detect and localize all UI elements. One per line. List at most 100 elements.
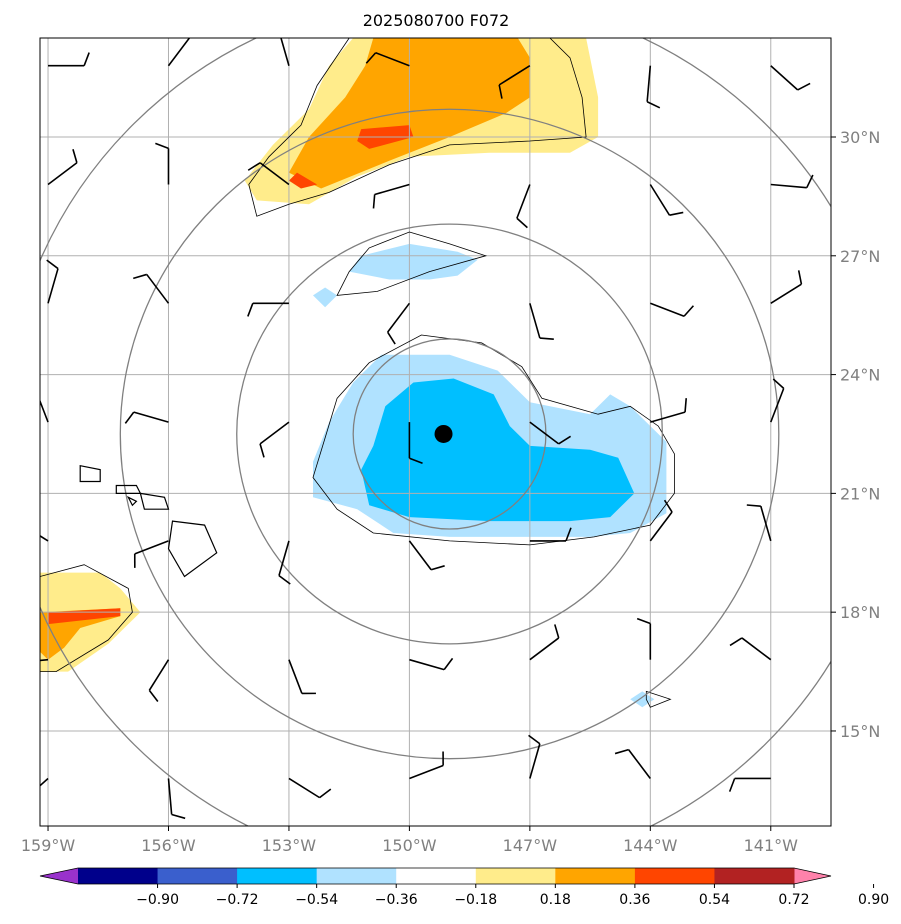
wind-barb-12: [649, 184, 684, 216]
colorbar: −0.90 −0.72 −0.54 −0.36 −0.18 0.18 0.36 0.54 0.7…: [39, 867, 889, 908]
wind-barb-34: [746, 504, 772, 542]
colorbar-swatch-2: [237, 868, 318, 884]
wind-barb-45: [409, 751, 444, 780]
x-axis-ticks: 159°W 156°W 153°W 150°W 147°W 144°W 141°W: [21, 826, 798, 855]
map-frame: [39, 37, 832, 827]
wind-barb-5: [646, 65, 661, 109]
colorbar-swatch-3: [316, 868, 397, 884]
wind-barb-35: [40, 658, 49, 662]
colorbar-swatch-7: [634, 868, 715, 884]
wind-barb-28: [40, 534, 49, 542]
wind-barb-41: [729, 637, 772, 661]
colorbar-swatch-4: [396, 868, 477, 884]
wind-barb-43: [167, 778, 186, 820]
wind-barb-24: [408, 422, 423, 464]
map-area: [40, 38, 831, 826]
wind-barb-14: [46, 259, 59, 304]
storm-center-marker: [434, 424, 453, 443]
y-tick-label-5: 30°N: [840, 128, 880, 147]
wind-barb-47: [614, 748, 651, 779]
y-tick-label-3: 24°N: [840, 366, 880, 385]
contour-line-4: [645, 690, 672, 708]
shaded-region-3: [288, 172, 318, 189]
colorbar-swatch-6: [555, 868, 636, 884]
wind-barb-0: [48, 52, 90, 67]
chart-title: 2025080700 F072: [363, 11, 510, 30]
thin-contour-layer: [40, 38, 675, 708]
wind-barb-30: [278, 540, 291, 585]
island-hawaii: [167, 520, 218, 578]
wind-barb-23: [259, 421, 290, 458]
wind-barb-8: [155, 142, 170, 185]
shaded-region-7: [349, 243, 478, 280]
wind-barb-48: [728, 777, 771, 792]
wind-barb-39: [529, 624, 560, 661]
wind-barb-27: [770, 378, 785, 423]
wind-barb-10: [372, 183, 410, 209]
wind-barb-38: [409, 657, 454, 671]
colorbar-tick-label-2: −0.54: [295, 892, 338, 908]
wind-barb-4: [498, 65, 531, 99]
shaded-region-10: [361, 378, 635, 522]
wind-barb-31: [408, 540, 445, 571]
y-axis-ticks: 15°N 18°N 21°N 24°N 27°N 30°N: [831, 128, 880, 741]
storm-center-layer: [434, 424, 453, 443]
colorbar-tick-label-7: 0.54: [699, 892, 730, 908]
x-tick-label-6: 141°W: [744, 836, 799, 855]
wind-barb-36: [148, 659, 170, 703]
gridlines: [40, 38, 831, 826]
wind-barb-1: [167, 38, 191, 67]
x-tick-label-0: 159°W: [21, 836, 76, 855]
y-tick-label-1: 18°N: [840, 603, 880, 622]
wind-barb-44: [288, 777, 332, 799]
y-tick-label-4: 27°N: [840, 247, 880, 266]
contour-line-3: [40, 564, 133, 672]
wind-barb-32: [529, 527, 572, 542]
island-maui: [139, 492, 170, 510]
wind-barb-33: [649, 499, 673, 542]
colorbar-tick-label-6: 0.36: [619, 892, 650, 908]
distance-ring-1: [236, 223, 664, 645]
coastline-layer: [79, 464, 218, 578]
wind-barb-37: [288, 659, 316, 695]
colorbar-tick-label-4: −0.18: [454, 892, 497, 908]
wind-barb-26: [650, 398, 688, 423]
colorbar-tick-label-9: 0.90: [858, 892, 889, 908]
colorbar-extend-high: [794, 868, 831, 884]
x-tick-label-4: 147°W: [503, 836, 558, 855]
colorbar-tick-label-0: −0.90: [136, 892, 179, 908]
gray-ring-layer: [40, 38, 831, 826]
y-tick-label-2: 21°N: [840, 484, 880, 503]
wind-barb-17: [386, 302, 411, 345]
colorbar-tick-label-1: −0.72: [216, 892, 259, 908]
wind-barb-20: [770, 270, 803, 304]
wind-barb-2: [280, 38, 290, 66]
shaded-region-8: [313, 287, 338, 308]
wind-barb-25: [529, 421, 572, 445]
y-tick-label-0: 15°N: [840, 722, 880, 741]
wind-barb-46: [528, 734, 541, 779]
wind-barb-layer: [40, 38, 814, 820]
colorbar-tick-label-5: 0.18: [540, 892, 571, 908]
island-oahu: [79, 464, 101, 483]
island-lanai: [126, 495, 138, 507]
colorbar-swatch-8: [714, 868, 795, 884]
contour-line-0: [248, 38, 587, 217]
wind-barb-42: [40, 777, 49, 787]
wind-barb-7: [47, 149, 78, 186]
colorbar-outline: [39, 867, 832, 885]
wind-barb-11: [516, 184, 531, 229]
distance-ring-2: [119, 108, 780, 760]
wind-barb-29: [133, 540, 169, 568]
x-tick-label-5: 144°W: [623, 836, 678, 855]
wind-barb-15: [133, 273, 170, 304]
wind-barb-9: [247, 162, 290, 186]
colorbar-swatch-1: [157, 868, 238, 884]
colorbar-tick-label-8: 0.72: [778, 892, 809, 908]
contour-line-2: [312, 334, 675, 546]
wind-barb-40: [636, 617, 652, 660]
colorbar-extend-low: [40, 868, 78, 884]
wind-barb-6: [770, 65, 811, 91]
x-tick-label-2: 153°W: [262, 836, 317, 855]
